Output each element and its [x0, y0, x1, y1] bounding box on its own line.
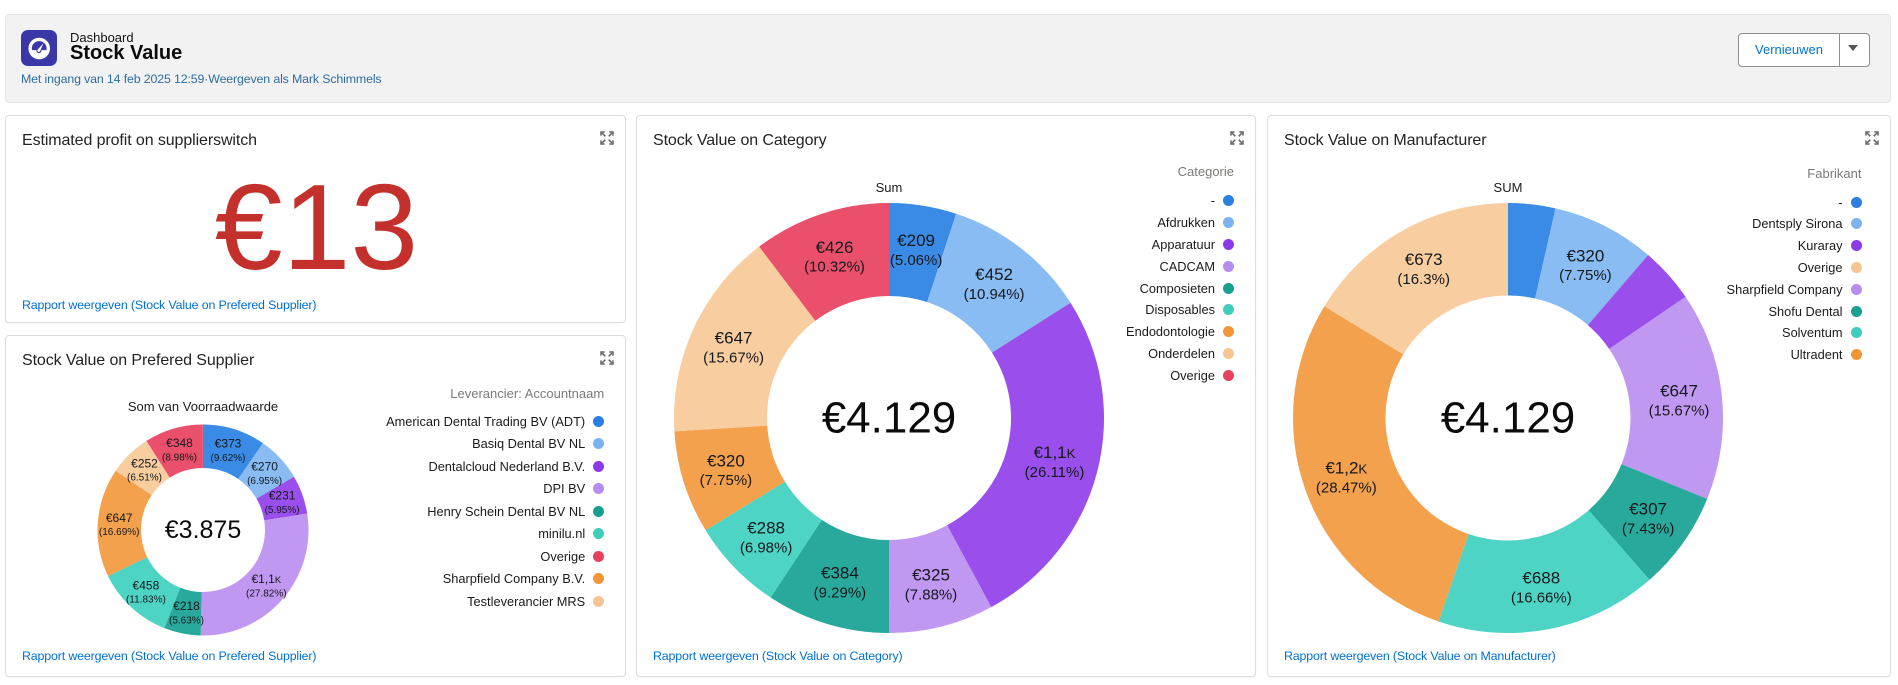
svg-text:€384(9.29%): €384 (9.29%) — [814, 564, 867, 602]
svg-text:€270(6.95%): €270 (6.95%) — [247, 460, 282, 487]
svg-text:€320(7.75%): €320 (7.75%) — [700, 451, 753, 489]
svg-text:€452(10.94%): €452 (10.94%) — [964, 265, 1025, 303]
svg-text:€647(15.67%): €647 (15.67%) — [703, 329, 764, 367]
svg-text:€307(7.43%): €307 (7.43%) — [1622, 500, 1675, 538]
svg-text:€3.875: €3.875 — [165, 516, 241, 544]
svg-text:€373(9.62%): €373 (9.62%) — [210, 437, 245, 464]
svg-text:€1,2K(28.47%): €1,2K (28.47%) — [1316, 459, 1377, 497]
svg-text:€1,1K(26.11%): €1,1K (26.11%) — [1025, 443, 1085, 481]
svg-text:€688(16.66%): €688 (16.66%) — [1511, 569, 1572, 607]
svg-text:€231(5.95%): €231 (5.95%) — [265, 489, 300, 516]
svg-text:€325(7.88%): €325 (7.88%) — [905, 566, 958, 604]
svg-text:€426(10.32%): €426 (10.32%) — [804, 238, 865, 276]
svg-text:€647(16.69%): €647 (16.69%) — [99, 511, 140, 538]
svg-text:€288(6.98%): €288 (6.98%) — [740, 519, 793, 557]
svg-text:€458(11.83%): €458 (11.83%) — [126, 578, 166, 605]
svg-text:€4.129: €4.129 — [1441, 394, 1576, 443]
svg-text:€252(6.51%): €252 (6.51%) — [127, 457, 162, 484]
svg-text:€218(5.63%): €218 (5.63%) — [169, 599, 204, 626]
svg-text:€1,1K(27.82%): €1,1K (27.82%) — [246, 572, 287, 599]
svg-text:€673(16.3%): €673 (16.3%) — [1397, 250, 1450, 288]
svg-text:€320(7.75%): €320 (7.75%) — [1559, 246, 1612, 284]
svg-text:€647(15.67%): €647 (15.67%) — [1649, 382, 1710, 420]
svg-text:€4.129: €4.129 — [822, 394, 957, 443]
svg-text:€348(8.98%): €348 (8.98%) — [162, 436, 197, 463]
svg-text:€209(5.06%): €209 (5.06%) — [890, 231, 943, 269]
